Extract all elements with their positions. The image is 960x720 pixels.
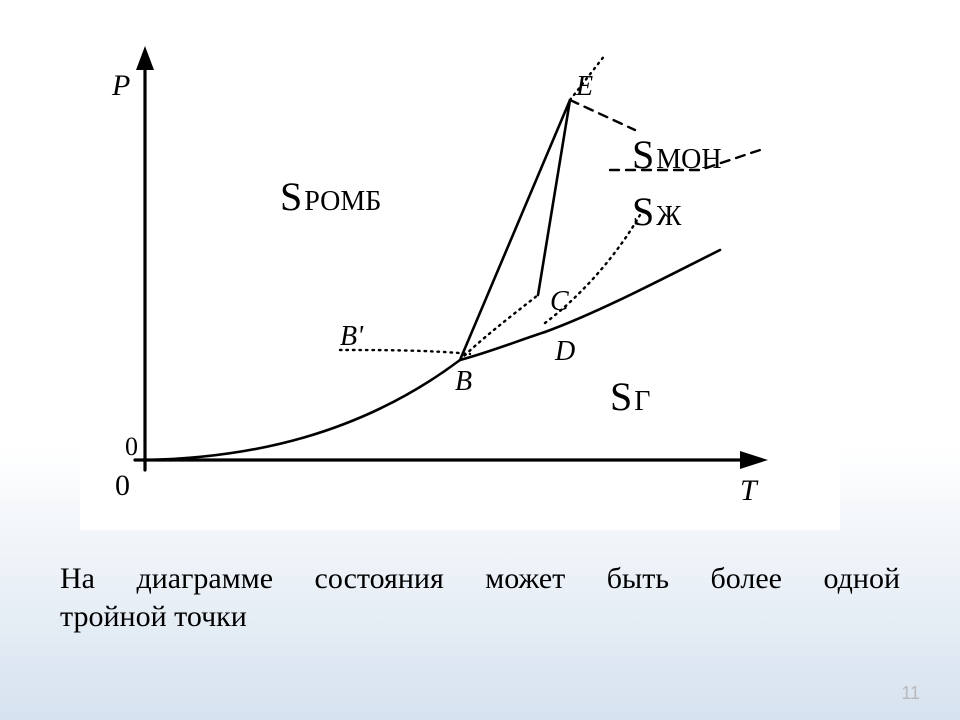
caption-line1: На диаграмме состояния может быть более … [60,560,900,598]
y-axis-label: P [111,69,130,102]
diagram-panel: 0 0 P T SРОМБ SМОН SЖ SГ [80,40,840,530]
origin-tick: 0 [125,432,138,461]
page-number: 11 [901,683,920,704]
label-C: C [550,286,569,317]
caption: На диаграмме состояния может быть более … [60,560,900,635]
phase-diagram: 0 0 P T SРОМБ SМОН SЖ SГ [80,40,840,530]
origin-label: 0 [115,469,130,502]
x-axis-label: T [740,474,759,507]
label-E: E [575,71,593,102]
label-D: D [554,336,575,367]
slide: 0 0 P T SРОМБ SМОН SЖ SГ [0,0,960,720]
label-B: B [455,366,472,397]
label-Bprime: B' [340,321,364,352]
caption-line2: тройной точки [60,598,900,636]
